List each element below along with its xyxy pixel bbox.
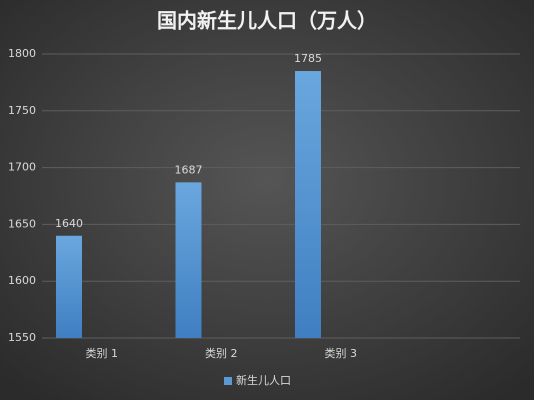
legend-label: 新生儿人口: [236, 373, 291, 387]
y-tick-label: 1600: [8, 274, 36, 287]
y-tick-label: 1550: [8, 331, 36, 344]
bar: [175, 182, 202, 338]
y-tick-label: 1800: [8, 47, 36, 60]
x-tick-label: 类别 1: [86, 346, 119, 360]
y-tick-label: 1650: [8, 217, 36, 230]
x-tick-label: 类别 2: [205, 346, 238, 360]
y-tick-label: 1700: [8, 161, 36, 174]
bar: [295, 71, 321, 338]
bar: [56, 235, 82, 338]
y-tick-label: 1750: [8, 104, 36, 117]
x-tick-label: 类别 3: [325, 346, 358, 360]
chart-title: 国内新生儿人口（万人）: [157, 9, 377, 33]
legend-swatch: [224, 377, 232, 385]
data-label: 1640: [55, 217, 83, 230]
data-label: 1687: [175, 163, 203, 176]
data-label: 1785: [294, 52, 322, 65]
